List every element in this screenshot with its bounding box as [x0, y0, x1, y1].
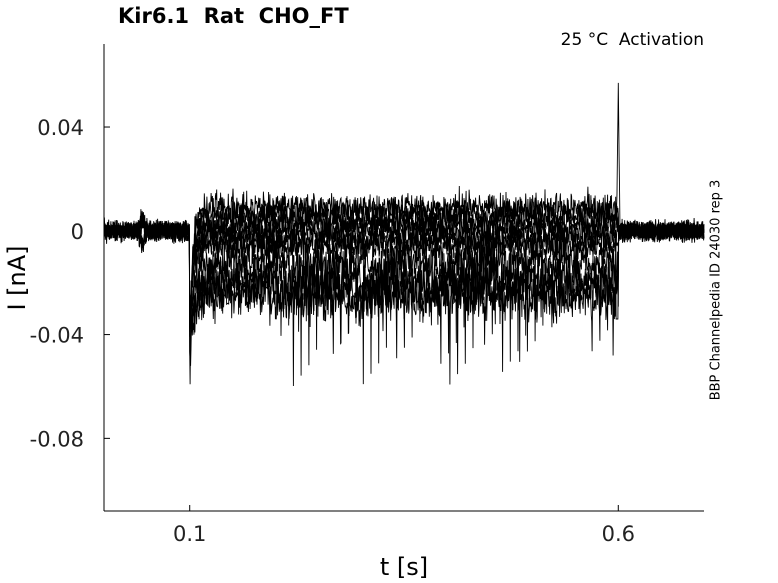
x-tick-label: 0.1	[173, 522, 206, 546]
y-tick-label: -0.08	[30, 427, 84, 451]
trace-group	[103, 82, 705, 387]
y-tick-label: -0.04	[30, 324, 84, 348]
temperature-annotation: 25 °C Activation	[560, 30, 704, 50]
chart-title: Kir6.1 Rat CHO_FT	[118, 4, 349, 28]
y-tick-label: 0	[71, 220, 84, 244]
x-axis-label: t [s]	[379, 553, 429, 581]
y-tick-label: 0.04	[37, 116, 84, 140]
y-axis-label: I [nA]	[3, 245, 31, 311]
axes: 0.04 0 -0.04 -0.08 0.1 0.6	[30, 44, 704, 546]
current-trace-5	[103, 217, 705, 328]
current-trace-10	[103, 210, 705, 387]
x-tick-label: 0.6	[602, 522, 635, 546]
